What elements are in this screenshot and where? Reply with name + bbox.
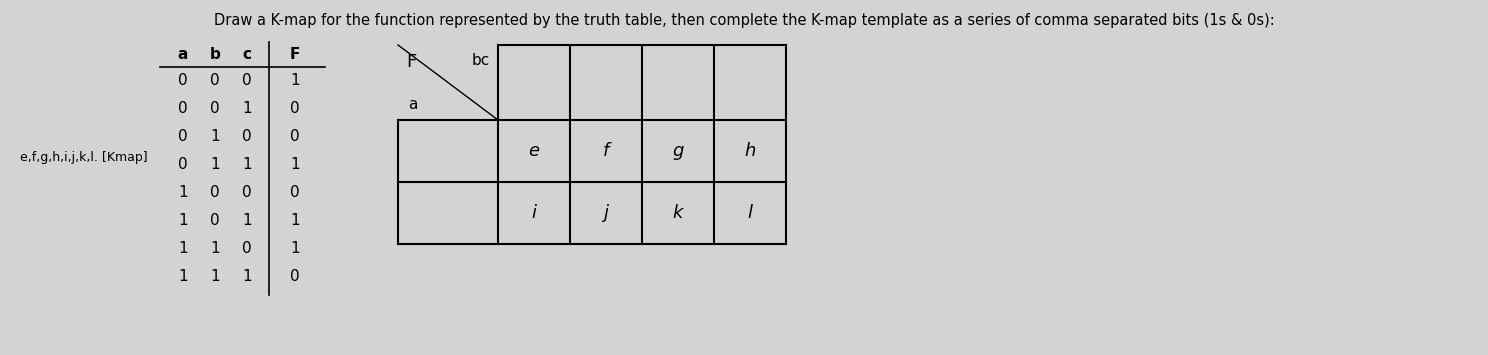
Text: 0: 0 (179, 73, 187, 88)
Text: 1: 1 (243, 213, 251, 228)
Text: 1: 1 (179, 185, 187, 200)
Text: e: e (528, 142, 540, 160)
Text: 0: 0 (290, 101, 299, 116)
Text: F: F (290, 47, 301, 62)
Text: 0: 0 (179, 157, 187, 172)
Text: 0: 0 (210, 73, 220, 88)
Text: l: l (747, 204, 753, 222)
Text: 1: 1 (179, 213, 187, 228)
Text: 1: 1 (290, 213, 299, 228)
Text: 0: 0 (210, 213, 220, 228)
Text: j: j (604, 204, 609, 222)
Text: Draw a K-map for the function represented by the truth table, then complete the : Draw a K-map for the function represente… (214, 13, 1274, 28)
Text: 1: 1 (243, 269, 251, 284)
Text: 1: 1 (243, 157, 251, 172)
Text: 1: 1 (179, 269, 187, 284)
Text: 0: 0 (290, 185, 299, 200)
Text: 0: 0 (290, 269, 299, 284)
Text: k: k (673, 204, 683, 222)
Text: 1: 1 (210, 241, 220, 256)
Text: 0: 0 (243, 129, 251, 144)
Text: 1: 1 (210, 269, 220, 284)
Text: a: a (177, 47, 187, 62)
Text: 1: 1 (290, 73, 299, 88)
Text: c: c (243, 47, 251, 62)
Text: e,f,g,h,i,j,k,l. [Kmap]: e,f,g,h,i,j,k,l. [Kmap] (19, 151, 147, 164)
Text: 0: 0 (179, 101, 187, 116)
Text: a: a (408, 97, 417, 112)
Text: i: i (531, 204, 537, 222)
Text: 1: 1 (210, 157, 220, 172)
Text: b: b (210, 47, 220, 62)
Text: h: h (744, 142, 756, 160)
Text: bc: bc (472, 53, 490, 68)
Text: 0: 0 (210, 101, 220, 116)
Text: 0: 0 (243, 73, 251, 88)
Text: 0: 0 (179, 129, 187, 144)
Text: 0: 0 (290, 129, 299, 144)
Text: 0: 0 (210, 185, 220, 200)
Text: 1: 1 (290, 157, 299, 172)
Text: 1: 1 (290, 241, 299, 256)
Text: g: g (673, 142, 683, 160)
Text: 1: 1 (179, 241, 187, 256)
Text: 0: 0 (243, 185, 251, 200)
Text: 1: 1 (210, 129, 220, 144)
Text: F: F (406, 53, 417, 71)
Text: 1: 1 (243, 101, 251, 116)
Text: 0: 0 (243, 241, 251, 256)
Text: f: f (603, 142, 609, 160)
